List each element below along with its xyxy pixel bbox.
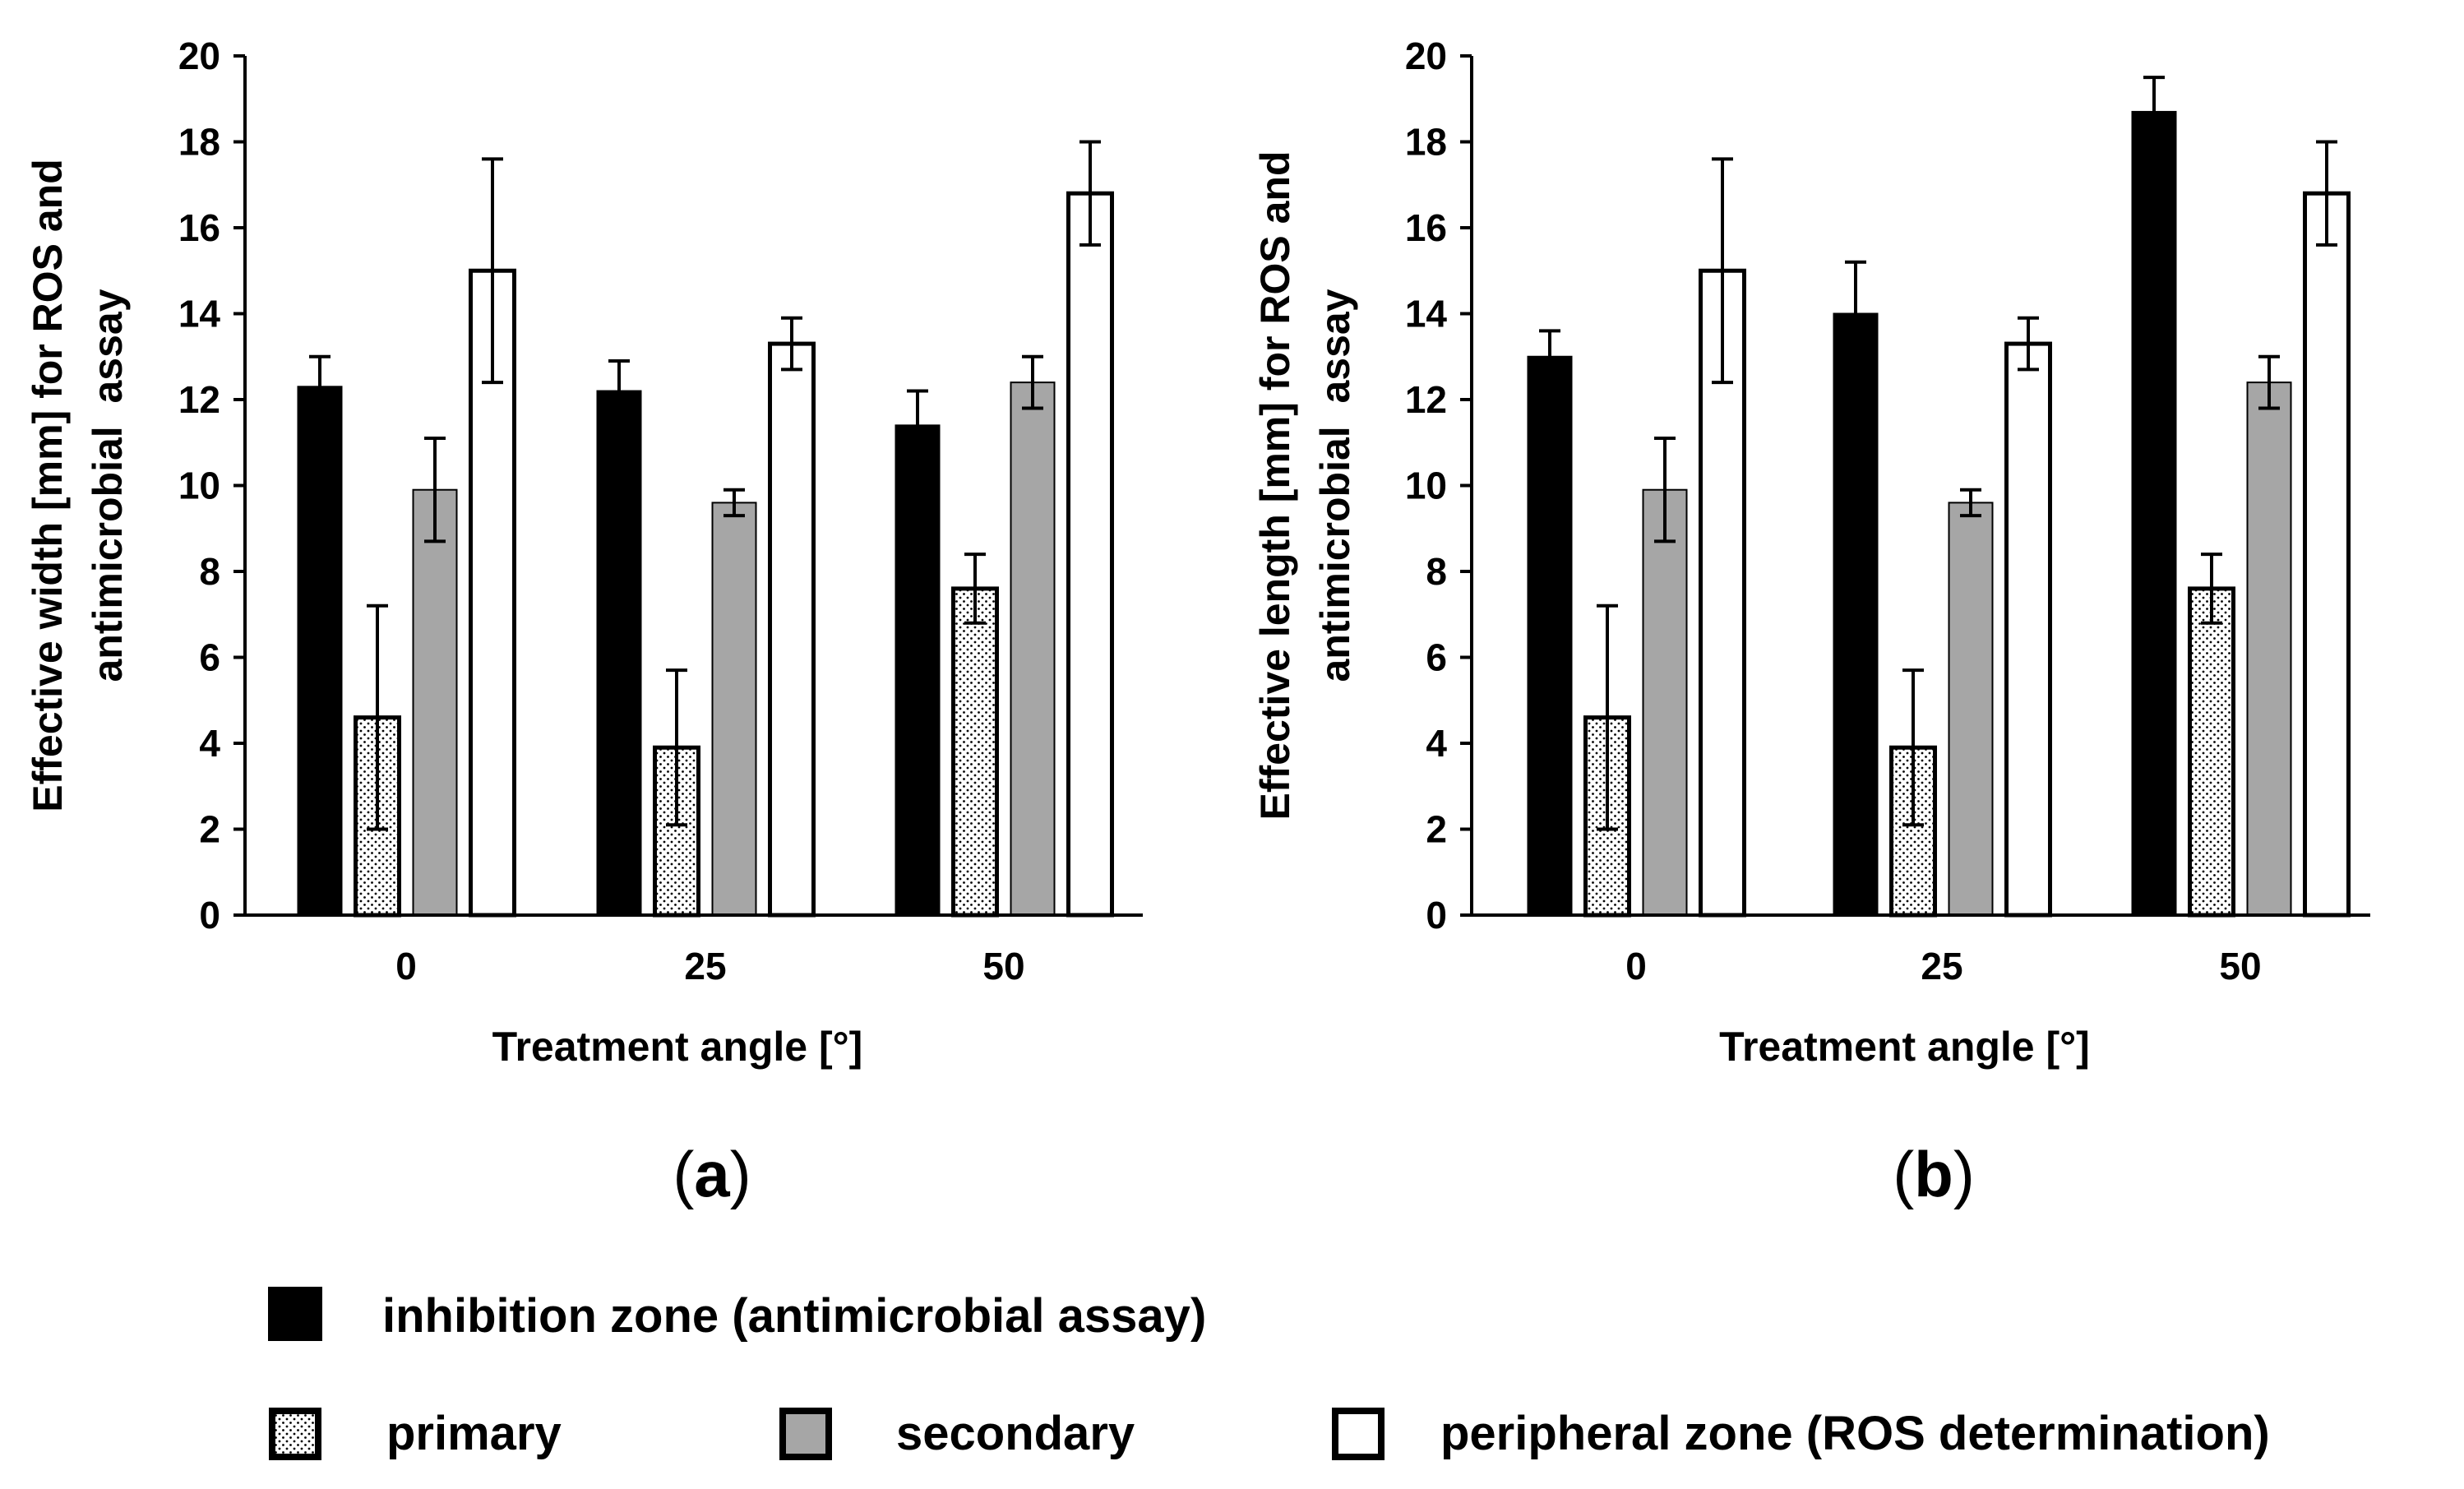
y-tick-label: 2 — [1426, 808, 1447, 851]
error-bar-secondary — [1654, 437, 1676, 543]
error-bar-inhibition — [1539, 329, 1560, 385]
y-tick-label: 16 — [1405, 206, 1447, 249]
error-bar-inhibition — [309, 354, 331, 418]
bar-inhibition — [1833, 312, 1879, 916]
error-bar-inhibition — [1845, 260, 1866, 368]
x-tick-labels: 0 25 50 — [1625, 945, 2261, 987]
error-bar-primary — [2201, 553, 2222, 625]
error-bar-primary — [964, 553, 986, 625]
bar-inhibition — [596, 390, 642, 916]
bar-peripheral — [2004, 341, 2052, 918]
bar-inhibition — [895, 424, 941, 916]
x-tick-label: 0 — [1625, 945, 1647, 987]
bar-secondary — [1010, 381, 1056, 917]
y-tick-label: 8 — [1426, 550, 1447, 593]
legend-label-secondary: secondary — [896, 1407, 1135, 1460]
y-tick-label: 18 — [1405, 121, 1447, 164]
axes — [233, 54, 1143, 917]
error-bar-secondary — [2258, 354, 2280, 410]
legend-label-peripheral: peripheral zone (ROS determination) — [1440, 1407, 2270, 1460]
y-tick-label: 20 — [1405, 35, 1447, 77]
y-tick-label: 6 — [1426, 636, 1447, 679]
error-bar-secondary — [1022, 354, 1043, 410]
bar-inhibition — [297, 386, 343, 916]
error-bar-inhibition — [2143, 76, 2165, 148]
error-bar-secondary — [424, 437, 446, 543]
x-tick-label: 0 — [395, 945, 417, 987]
panel-label-a: (a) — [673, 1138, 751, 1210]
y-tick-label: 12 — [178, 378, 220, 421]
y-tick-label: 8 — [199, 550, 220, 593]
y-tick-label: 10 — [178, 465, 220, 507]
bar-secondary — [412, 488, 458, 916]
x-tick-label: 50 — [982, 945, 1024, 987]
y-tick-label: 10 — [1405, 465, 1447, 507]
bars — [297, 140, 1114, 918]
chart-panel-a: 0 2 4 6 8 10 12 14 16 18 20 0 25 50 Treatment angle … — [25, 35, 1143, 1210]
error-bar-secondary — [723, 488, 745, 518]
y-tick-label: 16 — [178, 206, 220, 249]
legend-swatch-primary — [269, 1408, 321, 1460]
chart-panel-b: 0 2 4 6 8 10 12 14 16 18 20 0 25 50 Treatment angle … — [1252, 35, 2370, 1210]
x-tick-label: 25 — [1921, 945, 1962, 987]
bar-peripheral — [1066, 191, 1114, 918]
bar-inhibition — [2131, 110, 2177, 917]
bar-secondary — [2246, 381, 2292, 917]
error-bar-peripheral — [781, 316, 802, 372]
error-bar-primary — [1902, 668, 1924, 827]
bar-inhibition — [1527, 355, 1573, 916]
y-tick-label: 0 — [199, 894, 220, 936]
bar-peripheral — [768, 341, 816, 918]
bar-primary — [2188, 586, 2235, 918]
error-bar-primary — [666, 668, 687, 827]
bars — [1527, 76, 2351, 918]
panel-label-b: (b) — [1893, 1138, 1975, 1210]
error-bar-peripheral — [1712, 157, 1733, 385]
y-tick-label: 14 — [178, 293, 221, 335]
error-bar-peripheral — [2018, 316, 2039, 372]
error-bar-inhibition — [608, 358, 630, 423]
legend-swatch-secondary — [779, 1408, 832, 1460]
bar-secondary — [1948, 502, 1994, 917]
y-tick-labels: 0 2 4 6 8 10 12 14 16 18 20 — [1405, 35, 1448, 936]
bar-secondary — [1642, 488, 1688, 916]
legend-swatch-peripheral — [1332, 1408, 1385, 1460]
y-axis-title-line1: Effective length [mm] for ROS and — [1252, 151, 1298, 821]
y-axis-title-line1: Effective width [mm] for ROS and — [25, 159, 71, 812]
bar-secondary — [711, 502, 757, 917]
error-bar-primary — [1597, 603, 1618, 831]
legend-label-primary: primary — [386, 1407, 562, 1460]
error-bar-primary — [367, 603, 388, 831]
legend-swatch-inhibition — [268, 1287, 322, 1341]
x-axis-title: Treatment angle [°] — [1719, 1024, 2090, 1070]
bar-primary — [951, 586, 999, 918]
y-tick-label: 2 — [199, 808, 220, 851]
y-tick-label: 4 — [199, 722, 220, 765]
error-bar-secondary — [1960, 488, 1981, 518]
error-bar-peripheral — [2316, 140, 2337, 247]
y-tick-label: 18 — [178, 121, 220, 164]
x-tick-label: 50 — [2219, 945, 2261, 987]
error-bar-inhibition — [907, 389, 928, 462]
y-tick-label: 6 — [199, 636, 220, 679]
y-tick-label: 20 — [178, 35, 220, 77]
legend-label-inhibition: inhibition zone (antimicrobial assay) — [382, 1289, 1206, 1343]
y-tick-label: 12 — [1405, 378, 1447, 421]
legend: inhibition zone (antimicrobial assay) pr… — [268, 1287, 2270, 1460]
y-tick-label: 4 — [1426, 722, 1447, 765]
x-tick-labels: 0 25 50 — [395, 945, 1024, 987]
error-bar-peripheral — [482, 157, 503, 385]
y-axis-title-line2: antimicrobial assay — [85, 289, 131, 682]
x-tick-label: 25 — [684, 945, 726, 987]
bar-peripheral — [2303, 191, 2351, 918]
y-tick-label: 0 — [1426, 894, 1447, 936]
y-tick-labels: 0 2 4 6 8 10 12 14 16 18 20 — [178, 35, 221, 936]
y-axis-title-line2: antimicrobial assay — [1312, 289, 1358, 682]
y-tick-label: 14 — [1405, 293, 1448, 335]
x-axis-title: Treatment angle [°] — [492, 1024, 863, 1070]
error-bar-peripheral — [1079, 140, 1101, 247]
axes — [1460, 54, 2370, 917]
